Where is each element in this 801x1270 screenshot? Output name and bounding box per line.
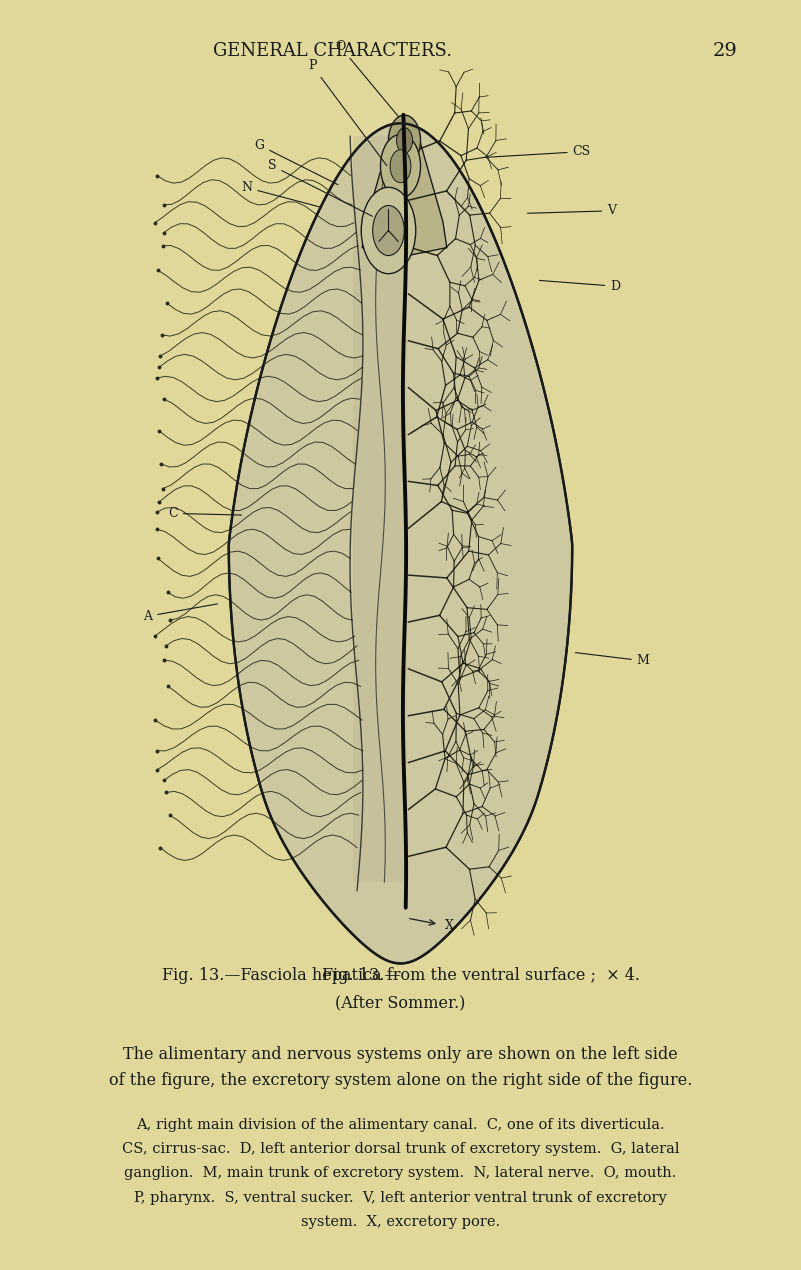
Text: ganglion.  M, main trunk of excretory system.  N, lateral nerve.  O, mouth.: ganglion. M, main trunk of excretory sys…	[124, 1166, 677, 1181]
Text: P, pharynx.  S, ventral sucker.  V, left anterior ventral trunk of excretory: P, pharynx. S, ventral sucker. V, left a…	[134, 1190, 667, 1205]
Circle shape	[390, 150, 411, 183]
Text: GENERAL CHARACTERS.: GENERAL CHARACTERS.	[213, 42, 452, 60]
Text: Fig. 13.—Fasciola hepatica from the ventral surface ;  × 4.: Fig. 13.—Fasciola hepatica from the vent…	[162, 966, 639, 984]
Text: 29: 29	[712, 42, 738, 60]
Circle shape	[361, 188, 416, 274]
Text: M: M	[575, 653, 650, 667]
Circle shape	[388, 116, 421, 166]
Text: of the figure, the excretory system alone on the right side of the figure.: of the figure, the excretory system alon…	[109, 1072, 692, 1090]
Polygon shape	[362, 128, 447, 257]
Polygon shape	[229, 123, 572, 964]
Circle shape	[380, 135, 421, 198]
Circle shape	[372, 206, 405, 255]
Text: A, right main division of the alimentary canal.  C, one of its diverticula.: A, right main division of the alimentary…	[136, 1118, 665, 1133]
Text: Fig. 13.—: Fig. 13.—	[322, 966, 400, 984]
Text: V: V	[527, 204, 616, 217]
Text: O: O	[336, 41, 399, 117]
Text: CS: CS	[483, 145, 591, 159]
Text: CS, cirrus-sac.  D, left anterior dorsal trunk of excretory system.  G, lateral: CS, cirrus-sac. D, left anterior dorsal …	[122, 1142, 679, 1157]
Text: X: X	[445, 919, 454, 932]
FancyBboxPatch shape	[353, 136, 407, 881]
Text: system.  X, excretory pore.: system. X, excretory pore.	[301, 1214, 500, 1229]
Text: S: S	[268, 159, 372, 216]
Circle shape	[396, 128, 413, 154]
Text: N: N	[241, 182, 322, 207]
Text: G: G	[255, 138, 338, 184]
Text: The alimentary and nervous systems only are shown on the left side: The alimentary and nervous systems only …	[123, 1045, 678, 1063]
Text: (After Sommer.): (After Sommer.)	[336, 994, 465, 1012]
Text: D: D	[539, 279, 621, 292]
Text: A: A	[143, 605, 218, 622]
Text: P: P	[308, 60, 387, 165]
Text: C: C	[168, 507, 242, 519]
